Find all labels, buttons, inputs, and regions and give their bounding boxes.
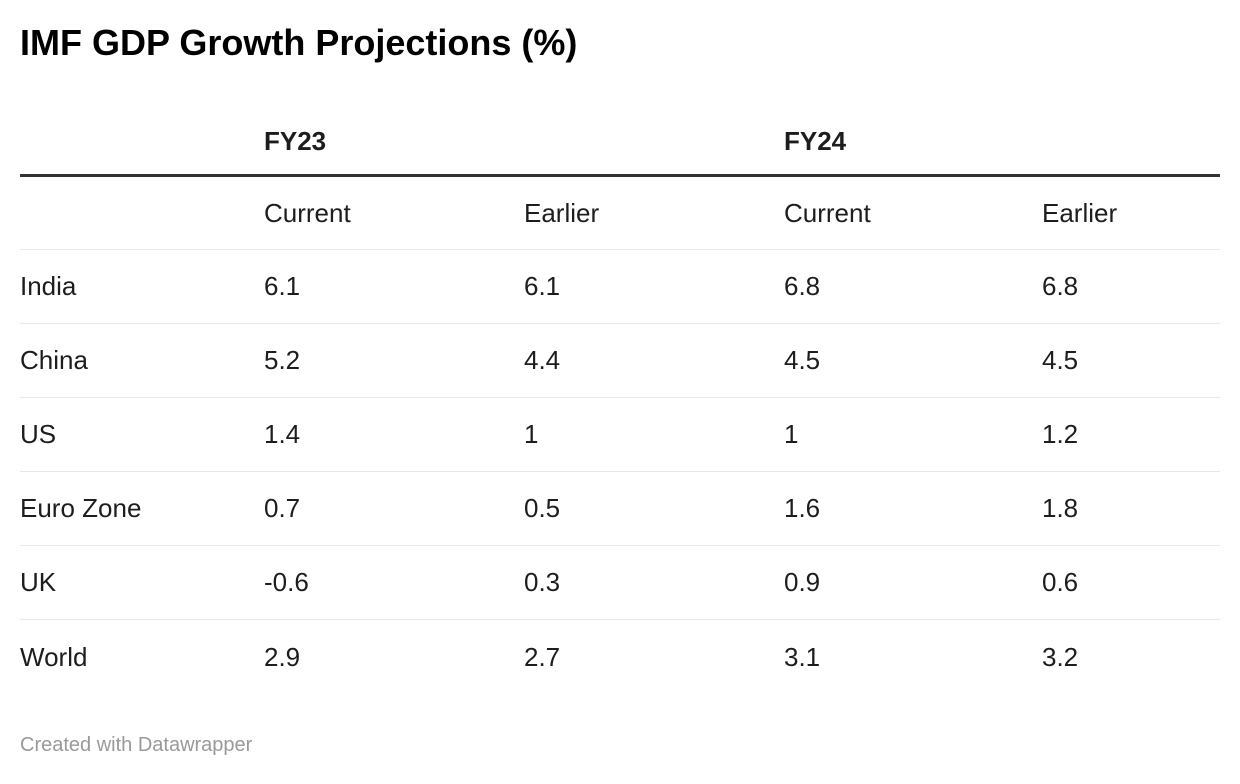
table-group-header-row: FY23 FY24 — [20, 126, 1220, 177]
cell-value: 6.1 — [524, 271, 561, 301]
cell-value: 1 — [524, 419, 539, 449]
subheader-fy24-earlier: Earlier — [1042, 197, 1118, 228]
row-label: Euro Zone — [20, 493, 142, 523]
cell-value: 4.5 — [1042, 345, 1079, 375]
subheader-fy23-current: Current — [264, 197, 351, 228]
table-row: Euro Zone 0.7 0.5 1.6 1.8 — [20, 472, 1220, 546]
cell-value: 0.9 — [784, 567, 821, 597]
row-label: World — [20, 641, 88, 672]
cell-value: 6.8 — [1042, 271, 1079, 301]
row-label: UK — [20, 567, 57, 597]
cell-value: 0.3 — [524, 567, 561, 597]
table-row: India 6.1 6.1 6.8 6.8 — [20, 250, 1220, 324]
cell-value: 1.4 — [264, 419, 301, 449]
cell-value: 6.8 — [784, 271, 821, 301]
row-label: US — [20, 419, 57, 449]
group-header-fy23: FY23 — [264, 126, 327, 156]
cell-value: 1 — [784, 419, 799, 449]
group-header-fy24: FY24 — [784, 126, 847, 156]
cell-value: 3.1 — [784, 641, 821, 672]
table-row: World 2.9 2.7 3.1 3.2 — [20, 620, 1220, 694]
cell-value: 2.7 — [524, 641, 561, 672]
attribution-text: Created with Datawrapper — [20, 734, 253, 756]
row-label: China — [20, 345, 88, 375]
subheader-fy24-current: Current — [784, 197, 871, 228]
chart-title: IMF GDP Growth Projections (%) — [20, 22, 578, 63]
cell-value: 0.7 — [264, 493, 301, 523]
cell-value: 1.2 — [1042, 419, 1079, 449]
cell-value: 4.4 — [524, 345, 561, 375]
cell-value: 5.2 — [264, 345, 301, 375]
cell-value: 1.8 — [1042, 493, 1079, 523]
table-body: India 6.1 6.1 6.8 6.8 China 5.2 4.4 4.5 … — [20, 250, 1220, 694]
cell-value: -0.6 — [264, 567, 309, 597]
subheader-fy23-earlier: Earlier — [524, 197, 600, 228]
table-row: China 5.2 4.4 4.5 4.5 — [20, 324, 1220, 398]
table-row: US 1.4 1 1 1.2 — [20, 398, 1220, 472]
cell-value: 0.5 — [524, 493, 561, 523]
row-label: India — [20, 271, 77, 301]
cell-value: 1.6 — [784, 493, 821, 523]
cell-value: 4.5 — [784, 345, 821, 375]
table-row: UK -0.6 0.3 0.9 0.6 — [20, 546, 1220, 620]
cell-value: 6.1 — [264, 271, 301, 301]
cell-value: 3.2 — [1042, 641, 1079, 672]
cell-value: 0.6 — [1042, 567, 1079, 597]
table-subheader-row: Current Earlier Current Earlier — [20, 177, 1220, 250]
cell-value: 2.9 — [264, 641, 301, 672]
